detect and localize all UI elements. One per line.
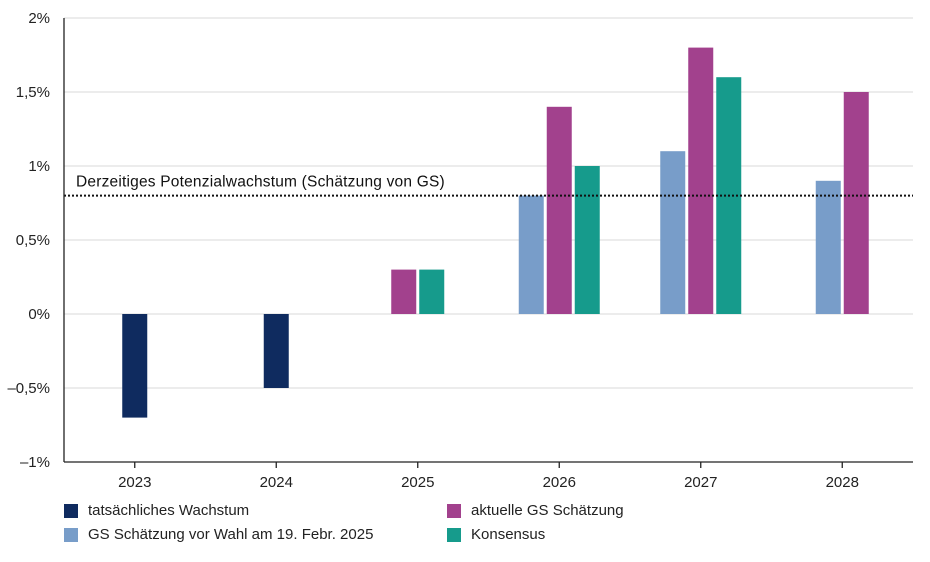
legend-label-actual-growth: tatsächliches Wachstum <box>88 502 250 519</box>
y-tick-label: –1% <box>20 454 50 471</box>
x-tick-label: 2027 <box>684 474 717 491</box>
bars <box>122 47 869 418</box>
legend-label-gs-pre-election: GS Schätzung vor Wahl am 19. Febr. 2025 <box>88 526 374 543</box>
bar-2027-series-1 <box>660 151 686 314</box>
y-tick-label: 1% <box>28 158 50 175</box>
axes <box>63 18 913 463</box>
bar-2026-series-3 <box>574 166 600 314</box>
bar-chart: 2% 1,5% 1% 0,5% 0% –0,5% –1% Derzeitiges Poten… <box>7 10 913 491</box>
x-tick-label: 2023 <box>118 474 151 491</box>
bar-2025-series-3 <box>419 269 445 314</box>
x-tick-label: 2026 <box>543 474 576 491</box>
legend-swatch-gs-pre-election <box>64 527 78 542</box>
bar-2028-series-1 <box>815 180 841 314</box>
y-tick-label: 2% <box>28 10 50 27</box>
bar-2024-series-0 <box>263 314 289 388</box>
reference-line-label: Derzeitiges Potenzialwachstum (Schätzung… <box>76 174 445 191</box>
y-tick-label: 0% <box>28 306 50 323</box>
bar-2027-series-2 <box>688 47 714 314</box>
bar-2023-series-0 <box>122 314 148 418</box>
bar-2028-series-2 <box>843 92 869 314</box>
y-tick-label: 1,5% <box>16 84 50 101</box>
bar-2026-series-2 <box>546 106 572 314</box>
legend-label-current-gs: aktuelle GS Schätzung <box>471 502 624 519</box>
y-tick-label: –0,5% <box>7 380 50 397</box>
bar-2026-series-1 <box>518 195 544 314</box>
y-tick-label: 0,5% <box>16 232 50 249</box>
gridlines <box>64 17 913 389</box>
legend-item-actual-growth: tatsächliches Wachstum <box>64 502 249 519</box>
x-tick-label: 2028 <box>826 474 859 491</box>
legend-item-gs-pre-election: GS Schätzung vor Wahl am 19. Febr. 2025 <box>64 526 373 543</box>
legend-swatch-current-gs <box>447 503 461 518</box>
legend-item-current-gs: aktuelle GS Schätzung <box>447 502 624 519</box>
x-tick-label: 2024 <box>260 474 293 491</box>
legend-label-consensus: Konsensus <box>471 526 546 543</box>
bar-2025-series-2 <box>391 269 417 314</box>
legend: tatsächliches Wachstum GS Schätzung vor … <box>64 500 884 550</box>
legend-swatch-consensus <box>447 527 461 542</box>
legend-swatch-actual-growth <box>64 503 78 518</box>
reference-line-group: Derzeitiges Potenzialwachstum (Schätzung… <box>64 174 913 197</box>
x-axis-tick-labels: 2023 2024 2025 2026 2027 2028 <box>118 462 859 491</box>
legend-item-consensus: Konsensus <box>447 526 545 543</box>
x-tick-label: 2025 <box>401 474 434 491</box>
y-axis-tick-labels: 2% 1,5% 1% 0,5% 0% –0,5% –1% <box>7 10 50 471</box>
